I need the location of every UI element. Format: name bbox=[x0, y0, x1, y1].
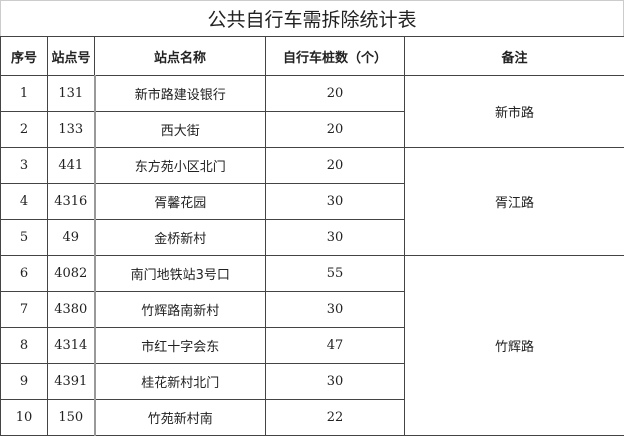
cell-station-name: 金桥新村 bbox=[94, 219, 266, 256]
cell-station-name: 东方苑小区北门 bbox=[94, 147, 266, 184]
cell-station-name: 市红十字会东 bbox=[94, 327, 266, 364]
table-row: 7 4380 竹辉路南新村 30 bbox=[0, 291, 624, 328]
header-row: 序号 站点号 站点名称 自行车桩数（个） 备注 bbox=[0, 36, 624, 76]
cell-station-name: 南门地铁站3号口 bbox=[94, 255, 266, 292]
cell-no: 7 bbox=[0, 291, 48, 328]
cell-station-name: 竹苑新村南 bbox=[94, 399, 266, 436]
table-row: 9 4391 桂花新村北门 30 bbox=[0, 363, 624, 400]
table-row: 6 4082 南门地铁站3号口 55 竹辉路 bbox=[0, 255, 624, 436]
cell-station-id: 4316 bbox=[47, 183, 96, 220]
cell-count: 20 bbox=[265, 147, 405, 184]
table-row: 8 4314 市红十字会东 47 bbox=[0, 327, 624, 364]
cell-no: 9 bbox=[0, 363, 48, 400]
table-row: 10 150 竹苑新村南 22 bbox=[0, 399, 624, 436]
table-row: 5 49 金桥新村 30 bbox=[0, 219, 624, 256]
bike-removal-table: 序号 站点号 站点名称 自行车桩数（个） 备注 1 131 新市路建设银行 20 新市路… bbox=[0, 36, 624, 436]
cell-no: 10 bbox=[0, 399, 48, 436]
cell-no: 6 bbox=[0, 255, 48, 292]
header-station-name: 站点名称 bbox=[94, 36, 266, 76]
cell-note: 胥江路 bbox=[404, 147, 624, 256]
table-title: 公共自行车需拆除统计表 bbox=[0, 0, 624, 36]
cell-no: 2 bbox=[0, 111, 48, 148]
cell-count: 20 bbox=[265, 111, 405, 148]
cell-station-name: 西大街 bbox=[94, 111, 266, 148]
cell-count: 55 bbox=[265, 255, 405, 292]
cell-count: 30 bbox=[265, 183, 405, 220]
cell-note: 新市路 bbox=[404, 75, 624, 148]
table-row: 1 131 新市路建设银行 20 新市路 bbox=[0, 75, 624, 148]
header-station-id: 站点号 bbox=[47, 36, 95, 76]
table-row: 3 441 东方苑小区北门 20 胥江路 bbox=[0, 147, 624, 256]
cell-station-id: 133 bbox=[47, 111, 96, 148]
cell-station-id: 131 bbox=[47, 75, 96, 112]
header-count: 自行车桩数（个） bbox=[265, 36, 405, 76]
header-no: 序号 bbox=[0, 36, 48, 76]
cell-no: 1 bbox=[0, 75, 48, 112]
cell-no: 5 bbox=[0, 219, 48, 256]
cell-station-id: 441 bbox=[47, 147, 96, 184]
cell-note: 竹辉路 bbox=[404, 255, 624, 436]
cell-station-name: 竹辉路南新村 bbox=[94, 291, 266, 328]
header-note: 备注 bbox=[404, 36, 624, 76]
cell-station-id: 4082 bbox=[47, 255, 96, 292]
cell-station-name: 桂花新村北门 bbox=[94, 363, 266, 400]
cell-count: 30 bbox=[265, 219, 405, 256]
cell-count: 20 bbox=[265, 75, 405, 112]
cell-no: 3 bbox=[0, 147, 48, 184]
cell-count: 22 bbox=[265, 399, 405, 436]
cell-station-name: 新市路建设银行 bbox=[94, 75, 266, 112]
cell-station-id: 150 bbox=[47, 399, 96, 436]
cell-station-id: 4314 bbox=[47, 327, 96, 364]
cell-no: 4 bbox=[0, 183, 48, 220]
cell-station-name: 胥馨花园 bbox=[94, 183, 266, 220]
cell-count: 30 bbox=[265, 291, 405, 328]
cell-count: 47 bbox=[265, 327, 405, 364]
cell-count: 30 bbox=[265, 363, 405, 400]
cell-station-id: 4391 bbox=[47, 363, 96, 400]
table-row: 4 4316 胥馨花园 30 bbox=[0, 183, 624, 220]
cell-no: 8 bbox=[0, 327, 48, 364]
cell-station-id: 4380 bbox=[47, 291, 96, 328]
cell-station-id: 49 bbox=[47, 219, 96, 256]
